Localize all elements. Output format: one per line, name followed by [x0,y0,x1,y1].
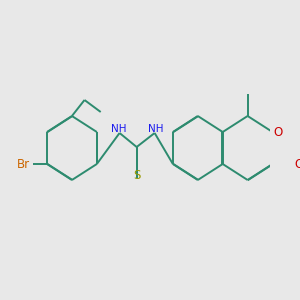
Text: Br: Br [17,158,30,170]
Text: NH: NH [111,124,126,134]
Text: S: S [133,169,140,182]
Text: O: O [273,125,283,139]
Text: NH: NH [148,124,163,134]
Text: O: O [294,158,300,170]
